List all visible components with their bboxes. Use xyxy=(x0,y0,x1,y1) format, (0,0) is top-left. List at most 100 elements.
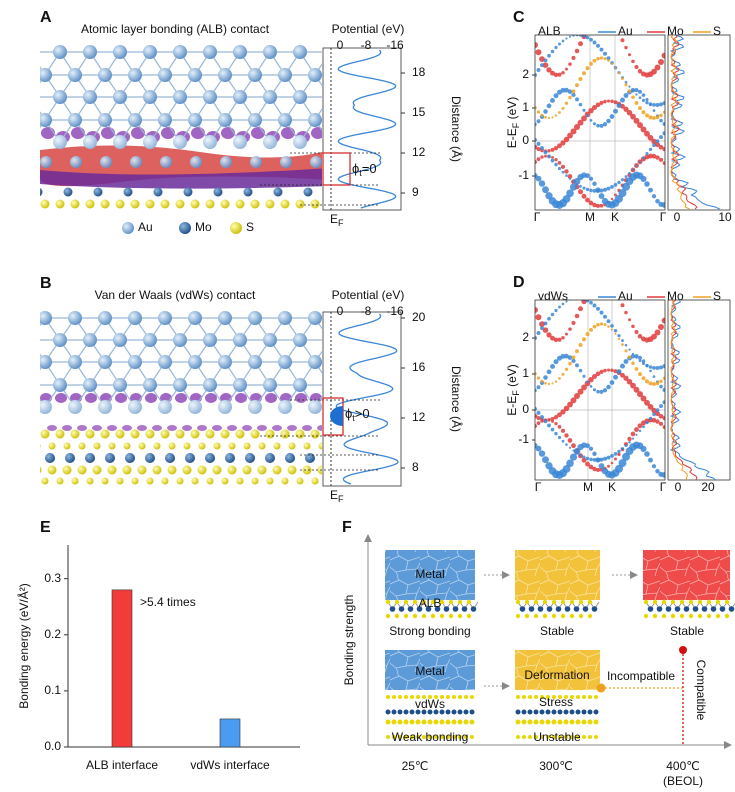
atom xyxy=(443,606,450,612)
atom xyxy=(242,465,252,475)
atom xyxy=(573,606,580,612)
panel-label: F xyxy=(342,519,352,536)
band-point xyxy=(592,40,597,45)
band-point xyxy=(536,68,541,73)
band-point xyxy=(573,447,581,455)
band-point xyxy=(575,363,579,368)
atom xyxy=(158,311,172,325)
panel-label: D xyxy=(513,274,525,291)
atom xyxy=(665,606,672,612)
band-point xyxy=(551,116,554,119)
band-point xyxy=(563,405,570,412)
band-point xyxy=(634,101,639,105)
band-point xyxy=(623,375,629,381)
band-point xyxy=(662,110,665,114)
atom xyxy=(551,709,557,715)
band-point xyxy=(573,177,581,185)
band-point xyxy=(557,424,562,429)
y-tick-label: 0.3 xyxy=(44,571,61,585)
atom xyxy=(123,187,133,197)
atom xyxy=(115,199,125,209)
atom xyxy=(45,453,55,463)
charge-density xyxy=(205,393,217,403)
atom xyxy=(563,719,569,725)
charge-density xyxy=(115,393,127,403)
marker xyxy=(596,683,606,693)
band-point xyxy=(535,42,538,48)
band-point xyxy=(624,83,628,87)
atom xyxy=(188,68,202,82)
atom xyxy=(182,465,192,475)
atom xyxy=(68,400,82,414)
band-point xyxy=(607,59,610,62)
atom xyxy=(560,599,566,605)
band-point xyxy=(652,102,656,107)
atom xyxy=(588,735,592,739)
charge-density xyxy=(137,425,147,431)
atom xyxy=(674,606,681,612)
atom xyxy=(552,695,556,699)
band-point xyxy=(645,379,649,384)
atom xyxy=(391,719,397,725)
band-point xyxy=(538,450,546,457)
band-point xyxy=(647,403,654,410)
charge-density xyxy=(287,425,297,431)
band-point xyxy=(662,161,665,166)
band-point xyxy=(655,155,660,160)
atom xyxy=(248,400,262,414)
atom xyxy=(398,735,402,739)
band-point xyxy=(617,71,621,75)
y-tick-label: 0.1 xyxy=(44,683,61,697)
band-point xyxy=(557,337,562,342)
distance-tick-label: 18 xyxy=(412,65,426,79)
band-point xyxy=(585,27,591,33)
atom xyxy=(235,199,245,209)
band-point xyxy=(623,359,629,364)
atom xyxy=(404,695,408,699)
band-point xyxy=(578,368,583,373)
band-point xyxy=(626,109,633,116)
atom xyxy=(522,695,526,699)
band-point xyxy=(536,385,541,390)
band-point xyxy=(570,397,577,404)
atom xyxy=(394,599,400,605)
band-point xyxy=(627,318,632,322)
band-point xyxy=(560,87,566,93)
atom xyxy=(446,735,450,739)
band-point xyxy=(553,93,559,99)
band-point xyxy=(648,115,653,120)
atom xyxy=(466,599,472,605)
band-point xyxy=(602,388,608,393)
dos-curve xyxy=(669,34,720,210)
band-point xyxy=(631,89,635,92)
band-point xyxy=(592,181,597,187)
band-point xyxy=(543,419,548,424)
bond xyxy=(330,97,345,120)
potential-title: Potential (eV) xyxy=(332,22,405,36)
atom xyxy=(305,453,315,463)
atom xyxy=(457,613,463,619)
atom xyxy=(122,465,132,475)
band-point xyxy=(568,327,572,331)
band-point xyxy=(661,201,665,208)
band-point xyxy=(659,404,663,409)
band-point xyxy=(603,57,607,61)
atom xyxy=(469,719,475,725)
atom xyxy=(23,90,37,104)
atom xyxy=(98,311,112,325)
atom xyxy=(47,465,57,475)
band-point xyxy=(564,433,569,438)
atom xyxy=(83,378,97,392)
barrier-fill xyxy=(330,406,343,426)
atom xyxy=(278,113,292,127)
atom xyxy=(421,599,427,605)
atom xyxy=(534,735,538,739)
band-point xyxy=(645,98,649,102)
atom xyxy=(40,400,52,414)
atom xyxy=(445,719,451,725)
atom xyxy=(440,735,444,739)
band-point xyxy=(661,471,665,478)
band-point xyxy=(585,197,590,203)
marker xyxy=(679,646,687,654)
atom xyxy=(587,709,593,715)
